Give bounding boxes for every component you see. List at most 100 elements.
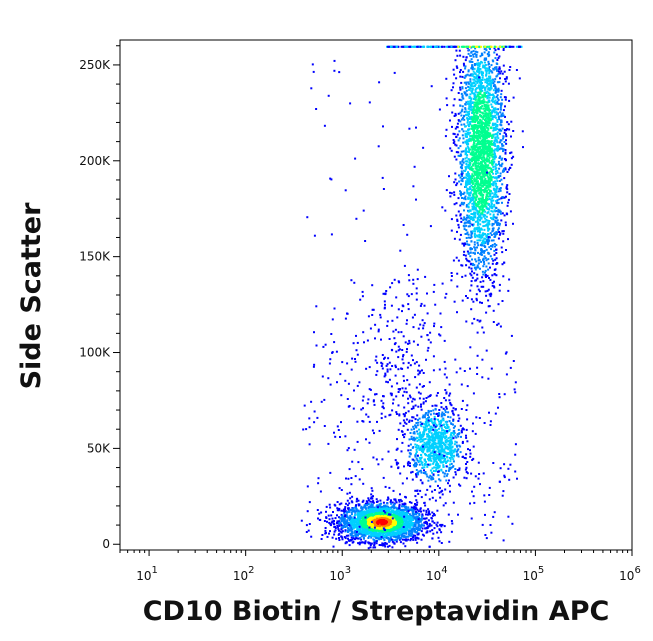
data-point bbox=[463, 118, 466, 121]
data-point bbox=[478, 236, 481, 239]
data-point bbox=[338, 516, 340, 519]
data-point bbox=[471, 264, 474, 267]
data-point bbox=[441, 523, 444, 526]
data-point bbox=[361, 500, 364, 503]
data-point bbox=[483, 261, 485, 263]
data-point bbox=[491, 197, 494, 200]
data-point bbox=[447, 443, 450, 446]
data-point bbox=[358, 541, 361, 544]
data-point bbox=[438, 491, 441, 494]
data-point bbox=[461, 299, 464, 302]
data-point bbox=[454, 473, 457, 476]
data-point bbox=[442, 419, 445, 422]
data-point bbox=[415, 507, 418, 510]
data-point bbox=[416, 517, 419, 519]
data-point bbox=[350, 522, 353, 525]
data-point bbox=[421, 513, 424, 516]
data-point bbox=[492, 309, 495, 312]
data-point bbox=[397, 499, 400, 502]
data-point bbox=[391, 509, 393, 512]
data-point bbox=[467, 85, 470, 88]
data-point bbox=[432, 447, 435, 450]
data-point bbox=[480, 285, 483, 288]
data-point bbox=[456, 469, 459, 472]
data-point bbox=[352, 540, 355, 543]
data-point bbox=[372, 495, 374, 498]
data-point bbox=[472, 251, 475, 254]
data-point bbox=[474, 220, 477, 223]
data-point bbox=[458, 180, 461, 183]
data-point bbox=[482, 225, 485, 228]
data-point bbox=[485, 67, 488, 70]
data-point bbox=[405, 514, 408, 517]
data-point bbox=[457, 112, 460, 115]
data-point bbox=[393, 532, 396, 534]
data-point bbox=[396, 530, 399, 533]
data-point bbox=[427, 414, 429, 417]
data-point bbox=[453, 73, 456, 76]
data-point bbox=[474, 252, 476, 255]
data-point bbox=[496, 120, 499, 123]
data-point bbox=[372, 501, 375, 504]
data-point bbox=[336, 509, 339, 512]
data-point bbox=[502, 49, 505, 51]
data-point bbox=[410, 534, 413, 537]
data-point bbox=[479, 67, 482, 70]
data-point bbox=[493, 151, 496, 154]
data-point bbox=[466, 179, 469, 182]
data-point bbox=[495, 176, 498, 179]
data-point bbox=[446, 104, 449, 107]
data-point bbox=[501, 127, 504, 130]
data-point bbox=[451, 454, 454, 457]
data-point bbox=[448, 439, 451, 442]
data-point bbox=[510, 163, 513, 166]
data-point bbox=[424, 452, 427, 455]
data-point bbox=[427, 428, 430, 430]
data-point bbox=[417, 446, 420, 449]
data-point bbox=[445, 438, 448, 441]
data-point bbox=[385, 536, 387, 538]
data-point bbox=[336, 524, 339, 527]
data-point bbox=[490, 93, 493, 96]
data-point bbox=[486, 82, 489, 85]
data-point bbox=[469, 116, 472, 119]
data-point bbox=[442, 464, 445, 467]
data-point bbox=[477, 266, 480, 269]
data-point bbox=[482, 265, 485, 268]
data-point bbox=[422, 466, 425, 469]
data-point bbox=[380, 506, 383, 509]
data-point bbox=[395, 461, 398, 464]
data-point bbox=[432, 461, 435, 464]
data-point bbox=[388, 486, 391, 489]
data-point bbox=[351, 538, 354, 541]
data-point bbox=[418, 519, 420, 522]
data-point bbox=[467, 146, 470, 149]
data-point bbox=[465, 139, 468, 142]
data-point bbox=[502, 148, 505, 151]
data-point bbox=[506, 184, 509, 187]
data-point bbox=[418, 432, 421, 435]
data-point bbox=[361, 541, 364, 544]
data-point bbox=[485, 259, 488, 262]
data-point bbox=[498, 222, 501, 225]
data-point bbox=[447, 513, 450, 516]
data-point bbox=[425, 509, 428, 512]
data-point bbox=[481, 358, 484, 361]
data-point bbox=[423, 441, 426, 444]
data-point bbox=[494, 219, 497, 222]
data-point bbox=[465, 74, 468, 77]
data-point bbox=[408, 533, 410, 536]
data-point bbox=[336, 522, 338, 524]
data-point bbox=[457, 223, 460, 226]
data-point bbox=[461, 178, 464, 180]
data-point bbox=[351, 519, 354, 522]
data-point bbox=[482, 285, 485, 288]
data-point bbox=[485, 265, 488, 268]
data-point bbox=[490, 206, 493, 209]
data-point bbox=[479, 234, 482, 237]
data-point bbox=[371, 522, 374, 525]
data-point bbox=[412, 416, 415, 419]
data-point bbox=[463, 225, 466, 228]
data-point bbox=[370, 536, 373, 539]
data-point bbox=[495, 108, 498, 111]
